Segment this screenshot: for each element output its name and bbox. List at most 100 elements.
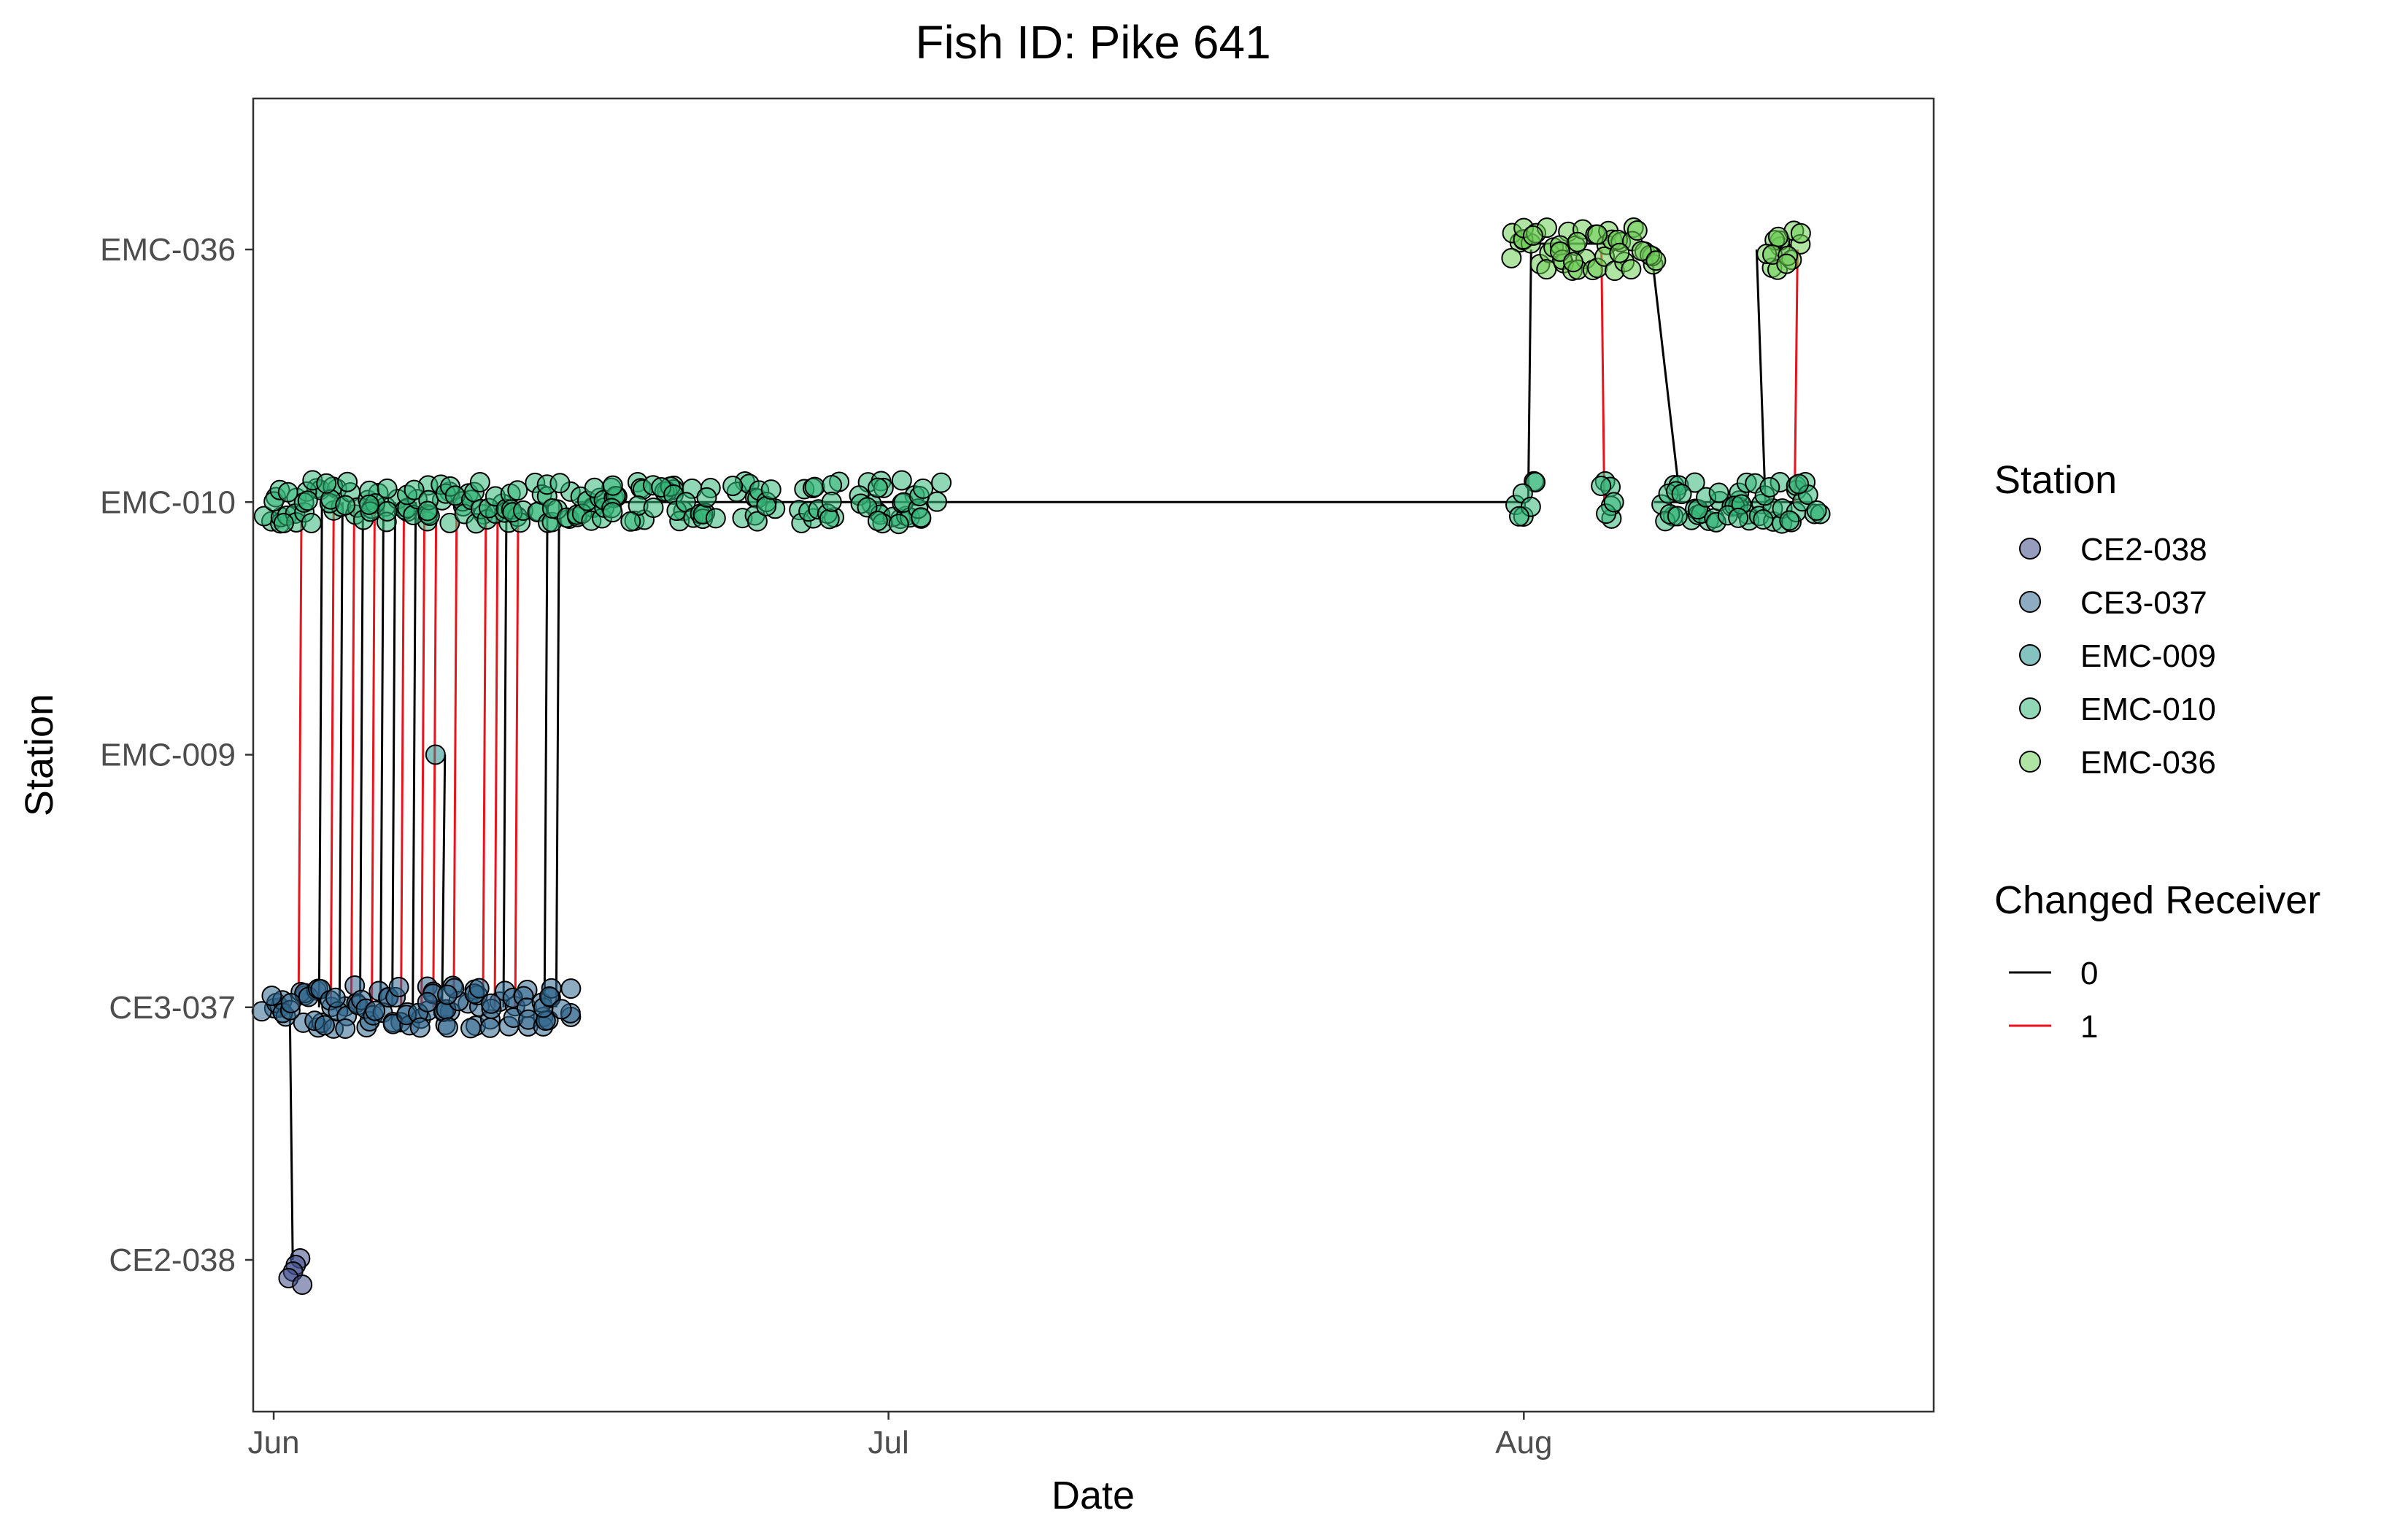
detection-point [760,479,782,500]
legend-entry-label: CE2-038 [2080,532,2207,568]
legend-key-point [2019,751,2041,773]
detection-point [1626,220,1648,241]
detection-point [821,491,842,512]
detection-point [273,512,294,533]
detection-point [468,978,490,999]
detection-point [1790,223,1811,244]
transition-line [288,1007,294,1261]
transition-line [358,502,364,1007]
detection-point [316,473,337,494]
detection-point [439,512,460,533]
transition-line [482,502,487,1007]
detection-point [913,478,934,499]
transition-line [1793,249,1799,503]
transition-line [420,502,426,1007]
detection-point [1609,242,1630,263]
detection-point [1759,476,1780,498]
detection-point [1603,492,1624,513]
transition-line [502,502,508,1007]
detection-point [1776,253,1797,274]
transition-line [514,502,520,1007]
detection-point [1767,226,1788,247]
detection-point [602,502,623,523]
detection-points [251,217,1831,1295]
legend-entry-label: 1 [2080,1009,2098,1045]
y-axis: CE2-038 CE3-037 EMC-009 EMC-010 EMC-036 [100,232,253,1278]
transition-line [400,502,406,1007]
detection-point [1667,506,1688,527]
detection-point [1522,225,1543,246]
detection-point [292,1274,313,1295]
detection-point [1563,252,1584,273]
detection-point [1728,507,1749,528]
detection-point [1708,482,1729,503]
transition-line [1650,249,1682,503]
transition-line [412,502,417,1007]
y-tick-label: CE2-038 [109,1242,236,1278]
detection-point [358,494,379,515]
detection-point [857,497,878,518]
detection-point [335,1018,356,1039]
legend-key-point [2019,538,2041,560]
detection-point [696,487,717,508]
detection-point [705,508,726,529]
detection-point [1753,508,1774,530]
detection-point [1631,240,1652,261]
detection-point [549,473,571,494]
detection-point [297,490,318,511]
detection-point [409,1017,431,1038]
transition-line [1527,249,1532,503]
detection-point [1806,500,1827,521]
detection-point [551,999,572,1020]
detection-point [261,986,282,1007]
transition-line [297,502,303,1007]
detection-point [931,472,952,493]
transition-line [391,502,397,1007]
detection-point [437,984,458,1005]
detection-point [1779,510,1800,531]
detection-point [620,511,641,532]
detection-point [1567,231,1588,252]
transition-line [555,502,560,1007]
detection-point [1591,476,1612,497]
legend-entry-label: 0 [2080,956,2098,991]
legend-entry-label: EMC-009 [2080,638,2216,674]
legend-entry-label: EMC-036 [2080,745,2216,781]
x-axis-title: Date [1051,1474,1135,1517]
detection-point [301,512,322,533]
detection-point [417,500,438,522]
detection-point [1587,224,1608,245]
detection-point [643,498,664,519]
detection-point [1788,473,1810,495]
x-axis: Jun Jul Aug [248,1412,1552,1461]
detection-point [911,507,932,528]
detection-point [1645,250,1667,271]
transition-line [317,502,323,1007]
changed-receiver-legend: Changed Receiver 0 1 [1994,878,2320,1045]
legend-key-point [2019,644,2041,666]
detection-point [365,1000,386,1021]
detection-point [469,472,490,493]
transition-line [543,502,549,1007]
legend-entry-label: CE3-037 [2080,585,2207,621]
detection-point [377,500,398,522]
transition-line [329,502,335,1007]
detection-point [891,470,912,491]
detection-point [541,498,563,519]
detection-point [560,978,582,999]
detection-point [377,478,398,499]
transition-line [493,502,499,1007]
transition-line [379,502,385,1007]
detection-point [1501,247,1522,268]
detection-point [404,479,425,500]
transition-line [441,754,447,1007]
transition-line [350,502,355,1007]
transition-line [1600,249,1606,503]
x-tick-label: Jun [248,1425,300,1461]
transition-line [338,502,344,1007]
transition-line [452,502,458,1007]
detection-point [479,1017,501,1038]
detection-point [280,993,301,1014]
detection-point [602,475,623,496]
